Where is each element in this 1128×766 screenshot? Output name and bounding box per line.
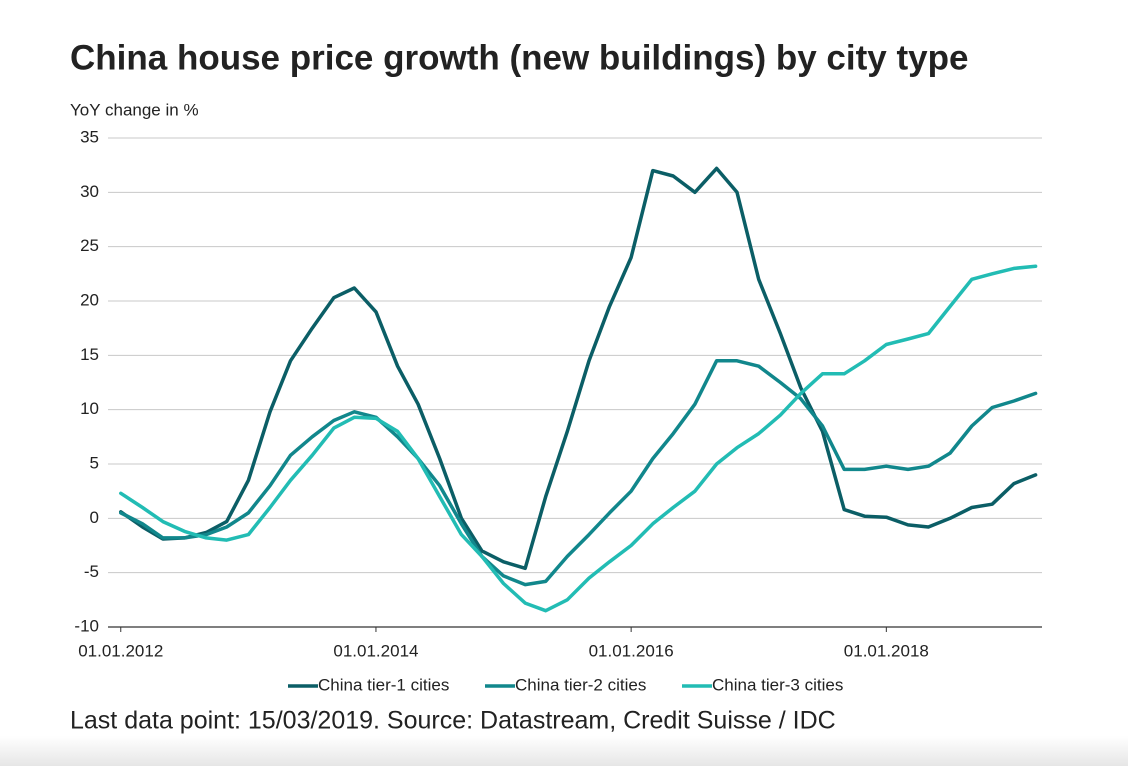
y-tick-label: 15 [80,345,99,364]
legend-label: China tier-1 cities [318,675,449,694]
bottom-strip [0,736,1128,766]
y-tick-label: -5 [84,562,99,581]
series-line [119,359,1038,587]
legend-label: China tier-3 cities [712,675,843,694]
x-tick-label: 01.01.2016 [589,641,674,660]
y-tick-label: -10 [74,616,99,635]
y-axis-label: YoY change in % [70,100,199,119]
y-tick-label: 35 [80,127,99,146]
y-tick-label: 30 [80,182,99,201]
y-tick-label: 25 [80,236,99,255]
series-line [119,166,1038,571]
x-tick-label: 01.01.2014 [333,641,418,660]
chart-title: China house price growth (new buildings)… [70,38,968,77]
series-line [119,264,1038,613]
y-tick-label: 5 [90,453,99,472]
x-tick-label: 01.01.2018 [844,641,929,660]
y-tick-label: 20 [80,290,99,309]
y-tick-label: 10 [80,399,99,418]
source-note: Last data point: 15/03/2019. Source: Dat… [70,707,836,735]
y-tick-label: 0 [90,508,99,527]
legend-label: China tier-2 cities [515,675,646,694]
x-tick-label: 01.01.2012 [78,641,163,660]
